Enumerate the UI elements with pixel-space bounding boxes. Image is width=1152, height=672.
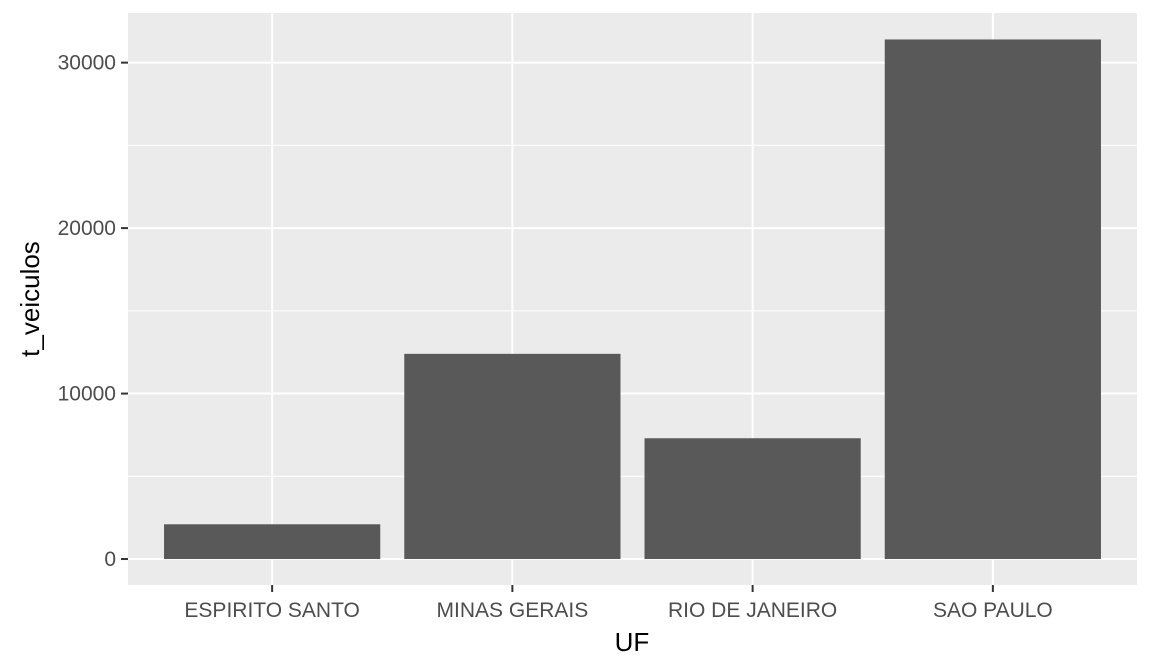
y-tick-label: 0 (104, 548, 116, 571)
bars (164, 39, 1101, 560)
x-tick-label: SAO PAULO (933, 599, 1053, 622)
x-tick-label: MINAS GERAIS (437, 599, 589, 622)
y-axis: 0 10000 20000 30000 (58, 52, 128, 571)
x-axis-title: UF (615, 627, 650, 657)
bar-sao-paulo (884, 39, 1101, 560)
y-tick-label: 30000 (58, 52, 116, 75)
x-tick-label: RIO DE JANEIRO (668, 599, 837, 622)
bar-rio-de-janeiro (644, 438, 861, 560)
x-tick-label: ESPIRITO SANTO (184, 599, 359, 622)
x-axis: ESPIRITO SANTO MINAS GERAIS RIO DE JANEIRO… (184, 585, 1053, 622)
y-tick-label: 20000 (58, 217, 116, 240)
y-tick-label: 10000 (58, 383, 116, 406)
y-axis-title: t_veiculos (15, 241, 45, 357)
bar-minas-gerais (404, 353, 621, 560)
bar-espirito-santo (164, 524, 381, 560)
